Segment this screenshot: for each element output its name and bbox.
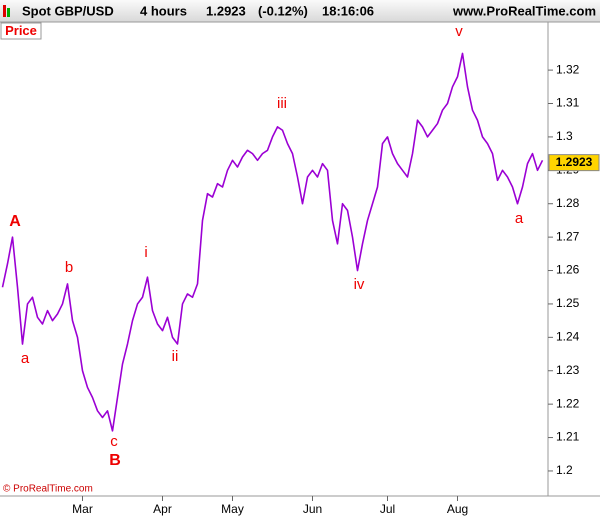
wave-label: a [515,210,524,227]
wave-label: c [110,433,118,450]
x-tick-label: Jul [380,502,395,516]
icon [7,8,10,17]
y-tick-label: 1.21 [556,430,580,444]
panel-label: Price [5,23,37,38]
y-tick-label: 1.25 [556,296,580,310]
panel-label-box [0,22,42,40]
wave-label: ii [172,348,179,365]
timeframe: 4 hours [140,3,187,18]
y-tick-label: 1.31 [556,96,580,110]
footer: © ProRealTime.com [3,484,93,495]
y-tick-label: 1.26 [556,263,580,277]
y-tick-label: 1.27 [556,229,580,243]
x-tick-label: Apr [153,502,172,516]
x-tick-label: Aug [447,502,468,516]
header-bar [0,0,600,22]
site: www.ProRealTime.com [452,3,596,18]
wave-label: B [109,452,121,469]
y-tick-label: 1.22 [556,396,580,410]
price-line [1,52,544,432]
wave-label: v [455,23,463,40]
last-price-tag [548,154,600,172]
wave-label: iii [277,95,287,112]
x-tick-label: Mar [72,502,93,516]
y-tick-label: 1.23 [556,363,580,377]
wave-label: b [65,259,73,276]
x-tick-label: Jun [303,502,322,516]
wave-label: a [21,350,30,367]
wave-label: iv [354,276,365,293]
wave-label: A [9,213,21,230]
icon [3,5,6,17]
symbol: Spot GBP/USD [22,3,114,18]
last-price-label: 1.2923 [556,155,593,169]
time: 18:16:06 [322,3,374,18]
wave-label: i [144,244,147,261]
x-tick-label: May [221,502,244,516]
y-tick-label: 1.32 [556,62,580,76]
y-tick-label: 1.3 [556,129,573,143]
y-tick-label: 1.24 [556,330,580,344]
price: 1.2923 [206,3,246,18]
y-tick-label: 1.28 [556,196,580,210]
change: (-0.12%) [258,3,308,18]
y-tick-label: 1.2 [556,463,573,477]
